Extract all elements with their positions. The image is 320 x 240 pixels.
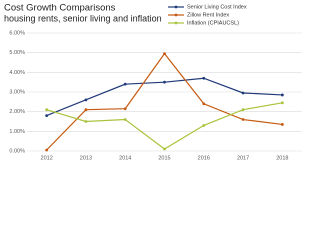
- x-tick-label: 2014: [119, 155, 131, 161]
- point: [202, 102, 206, 106]
- point: [280, 93, 284, 97]
- point: [163, 52, 166, 56]
- legend-label: Zillow Rent Index: [187, 12, 229, 18]
- x-tick-label: 2017: [237, 155, 249, 161]
- y-tick-label: 1.00%: [9, 129, 25, 135]
- point: [123, 82, 127, 86]
- chart: Cost Growth Comparisons housing rents, s…: [4, 3, 302, 161]
- point: [241, 108, 245, 112]
- legend-label: Inflation (CPIAUCSL): [187, 20, 239, 26]
- chart-subtitle: housing rents, senior living and inflati…: [4, 13, 162, 23]
- point: [45, 148, 49, 152]
- x-tick-label: 2015: [158, 155, 170, 161]
- y-tick-label: 4.00%: [9, 70, 25, 76]
- series-line: [46, 102, 283, 150]
- point: [280, 101, 284, 105]
- point: [45, 114, 49, 117]
- y-tick-label: 0.00%: [9, 148, 25, 154]
- point: [280, 123, 284, 126]
- y-tick-label: 5.00%: [9, 50, 25, 56]
- legend-marker: [174, 13, 178, 17]
- x-tick-label: 2012: [41, 155, 53, 161]
- point: [84, 108, 88, 112]
- point: [84, 120, 88, 123]
- x-tick-label: 2018: [276, 155, 288, 161]
- chart-title: Cost Growth Comparisons: [4, 3, 116, 14]
- point: [202, 124, 206, 127]
- x-tick-label: 2016: [198, 155, 210, 161]
- y-tick-label: 2.00%: [9, 109, 25, 115]
- x-tick-label: 2013: [80, 155, 92, 161]
- legend-label: Senior Living Cost Index: [187, 4, 247, 10]
- legend-marker: [174, 5, 178, 9]
- point: [241, 91, 245, 95]
- series-line: [46, 77, 283, 117]
- point: [84, 98, 88, 102]
- y-tick-label: 3.00%: [9, 89, 25, 95]
- point: [202, 76, 206, 80]
- point: [163, 147, 166, 151]
- y-tick-label: 6.00%: [9, 30, 25, 36]
- point: [123, 107, 127, 111]
- point: [163, 80, 166, 84]
- point: [45, 108, 49, 112]
- point: [123, 118, 127, 121]
- point: [241, 118, 245, 121]
- legend-marker: [174, 21, 178, 25]
